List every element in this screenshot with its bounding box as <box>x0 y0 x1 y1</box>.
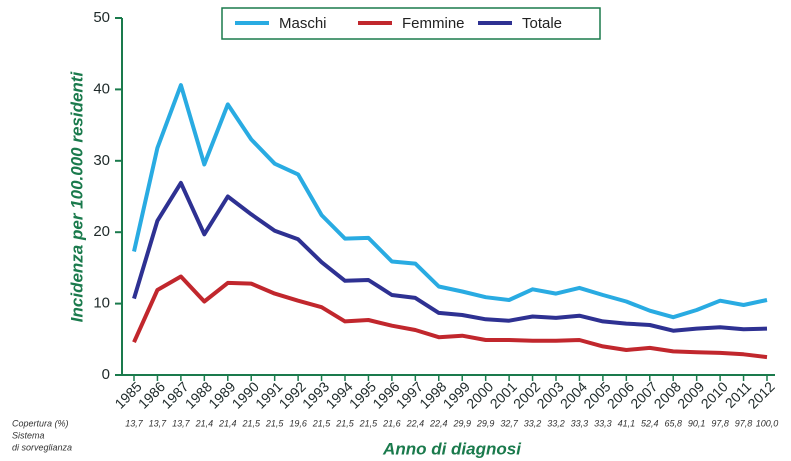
coverage-value: 97,8 <box>735 418 753 428</box>
series-line <box>132 274 768 360</box>
coverage-label: Copertura (%) <box>12 418 69 428</box>
coverage-value: 41,1 <box>618 418 636 428</box>
coverage-value: 13,7 <box>149 418 168 428</box>
series-line <box>132 83 768 320</box>
coverage-value: 22,4 <box>406 418 425 428</box>
x-tick-label: 2012 <box>744 378 777 411</box>
legend-box <box>221 7 601 40</box>
y-tick-label: 0 <box>102 366 110 383</box>
y-tick-label: 10 <box>93 295 110 312</box>
coverage-value: 13,7 <box>125 418 144 428</box>
y-tick-label: 40 <box>93 80 110 97</box>
coverage-label: Sistema <box>12 430 45 440</box>
coverage-value: 21,5 <box>312 418 332 428</box>
legend-label: Femmine <box>402 15 465 32</box>
coverage-value: 21,5 <box>335 418 355 428</box>
coverage-value: 33,2 <box>547 418 565 428</box>
coverage-value: 29,9 <box>452 418 471 428</box>
coverage-value: 21,4 <box>195 418 214 428</box>
y-axis-label: Incidenza per 100.000 residenti <box>67 71 86 323</box>
coverage-value: 32,7 <box>500 418 519 428</box>
coverage-value: 97,8 <box>711 418 729 428</box>
coverage-value: 52,4 <box>641 418 659 428</box>
coverage-value: 33,3 <box>571 418 589 428</box>
y-tick-label: 20 <box>93 223 110 240</box>
x-axis-label: Anno di diagnosi <box>382 439 522 458</box>
y-tick-label: 30 <box>93 152 110 169</box>
series-line <box>132 180 768 333</box>
coverage-value: 33,2 <box>524 418 542 428</box>
coverage-label: di sorveglianza <box>12 442 72 452</box>
coverage-value: 22,4 <box>429 418 448 428</box>
coverage-value: 21,4 <box>218 418 237 428</box>
coverage-value: 21,6 <box>382 418 401 428</box>
coverage-value: 90,1 <box>688 418 706 428</box>
coverage-value: 100,0 <box>756 418 779 428</box>
legend-label: Maschi <box>279 15 327 32</box>
coverage-value: 65,8 <box>664 418 682 428</box>
coverage-value: 13,7 <box>172 418 191 428</box>
legend-label: Totale <box>522 15 562 32</box>
y-tick-label: 50 <box>93 9 110 26</box>
coverage-value: 21,5 <box>241 418 261 428</box>
coverage-value: 21,5 <box>359 418 379 428</box>
coverage-value: 19,6 <box>289 418 307 428</box>
coverage-value: 33,3 <box>594 418 612 428</box>
coverage-value: 29,9 <box>476 418 495 428</box>
coverage-value: 21,5 <box>265 418 285 428</box>
